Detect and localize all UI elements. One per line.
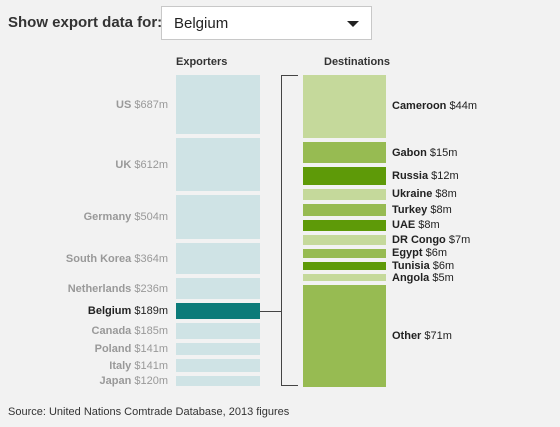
destination-value: $12m: [431, 170, 459, 183]
destination-value: $7m: [448, 234, 471, 246]
exporter-value: $236m: [134, 282, 168, 295]
destination-label-russia[interactable]: Russia $12m: [392, 170, 459, 182]
destination-bar-tunisia[interactable]: [303, 261, 386, 271]
bracket-top: [281, 75, 298, 76]
exporter-name: US: [116, 98, 132, 111]
exporter-label-netherlands[interactable]: Netherlands $236m: [68, 283, 168, 295]
destination-name: Egypt: [392, 247, 423, 260]
destination-label-egypt[interactable]: Egypt $6m: [392, 247, 447, 259]
destination-name: Turkey: [392, 203, 428, 216]
exporter-name: Italy: [109, 359, 132, 372]
destination-bar-angola[interactable]: [303, 274, 386, 282]
exporter-bar-us[interactable]: [176, 75, 260, 135]
destination-bar-egypt[interactable]: [303, 249, 386, 258]
exporter-name: Belgium: [87, 305, 132, 318]
exporter-label-us[interactable]: US $687m: [116, 99, 168, 111]
exporter-bar-germany[interactable]: [176, 195, 260, 239]
exporter-value: $120m: [134, 374, 168, 387]
exporter-name: Netherlands: [67, 282, 132, 295]
destination-label-turkey[interactable]: Turkey $8m: [392, 204, 452, 216]
exporter-value: $364m: [134, 252, 168, 265]
exporter-label-canada[interactable]: Canada $185m: [92, 325, 168, 337]
destination-name: Tunisia: [392, 259, 430, 272]
exporter-value: $612m: [134, 158, 168, 171]
destination-name: Other: [392, 330, 422, 343]
destination-value: $8m: [435, 188, 457, 201]
chevron-down-icon: [347, 21, 359, 27]
destination-value: $8m: [430, 203, 452, 216]
bracket-connector: [260, 311, 281, 312]
destination-label-other[interactable]: Other $71m: [392, 330, 452, 342]
destination-name: Angola: [392, 271, 430, 284]
source-note: Source: United Nations Comtrade Database…: [8, 406, 290, 418]
destination-label-tunisia[interactable]: Tunisia $6m: [392, 260, 454, 272]
exporter-label-poland[interactable]: Poland $141m: [95, 343, 168, 355]
destination-bar-uae[interactable]: [303, 219, 386, 231]
selected-country: Belgium: [174, 15, 229, 32]
destination-value: $15m: [429, 146, 458, 159]
destination-value: $8m: [418, 219, 440, 232]
destination-bar-turkey[interactable]: [303, 204, 386, 216]
exporter-label-south-korea[interactable]: South Korea $364m: [66, 253, 168, 265]
destination-name: Russia: [392, 170, 429, 183]
destination-label-gabon[interactable]: Gabon $15m: [392, 147, 457, 159]
destination-bar-cameroon[interactable]: [303, 75, 386, 138]
exporter-name: Japan: [99, 374, 132, 387]
exporter-value: $189m: [134, 305, 168, 318]
destination-value: $5m: [432, 271, 454, 284]
exporter-bar-belgium[interactable]: [176, 302, 260, 320]
country-select[interactable]: Belgium: [161, 6, 372, 40]
destination-label-cameroon[interactable]: Cameroon $44m: [392, 100, 477, 112]
exporter-bar-japan[interactable]: [176, 375, 260, 386]
exporter-label-germany[interactable]: Germany $504m: [84, 211, 168, 223]
exporter-label-italy[interactable]: Italy $141m: [109, 360, 168, 372]
destination-bar-gabon[interactable]: [303, 141, 386, 164]
destination-name: UAE: [392, 219, 416, 232]
destination-bar-ukraine[interactable]: [303, 188, 386, 201]
exporter-name: Poland: [94, 343, 132, 356]
destination-value: $44m: [449, 100, 477, 113]
exporter-value: $141m: [134, 359, 168, 372]
exporter-bar-uk[interactable]: [176, 138, 260, 192]
exporter-value: $185m: [134, 325, 168, 338]
destination-name: Gabon: [392, 146, 427, 159]
destination-label-angola[interactable]: Angola $5m: [392, 272, 454, 284]
destination-bar-dr-congo[interactable]: [303, 235, 386, 246]
exporter-bar-poland[interactable]: [176, 343, 260, 356]
destination-value: $6m: [425, 247, 448, 260]
destination-name: DR Congo: [392, 234, 446, 246]
exporter-bar-canada[interactable]: [176, 323, 260, 340]
exporter-value: $504m: [134, 211, 168, 224]
exporter-value: $687m: [134, 98, 168, 111]
exporter-value: $141m: [134, 343, 168, 356]
filter-label: Show export data for:: [8, 14, 163, 31]
destinations-header: Destinations: [324, 56, 391, 68]
exporter-label-belgium[interactable]: Belgium $189m: [88, 305, 168, 317]
exporter-bar-south-korea[interactable]: [176, 242, 260, 275]
exporter-name: South Korea: [65, 252, 132, 265]
destination-label-uae[interactable]: UAE $8m: [392, 219, 440, 231]
destination-bar-russia[interactable]: [303, 167, 386, 185]
destination-value: $6m: [432, 259, 455, 272]
exporter-name: Canada: [91, 325, 132, 338]
exporter-label-uk[interactable]: UK $612m: [115, 159, 168, 171]
exporter-bar-italy[interactable]: [176, 359, 260, 372]
destination-name: Ukraine: [392, 188, 433, 201]
bracket-line: [281, 75, 282, 386]
destination-bar-other[interactable]: [303, 285, 386, 387]
destination-value: $71m: [424, 330, 452, 343]
destination-name: Cameroon: [392, 100, 447, 113]
bracket-bottom: [281, 385, 298, 386]
destination-label-ukraine[interactable]: Ukraine $8m: [392, 188, 457, 200]
exporter-name: UK: [115, 158, 132, 171]
destination-label-dr-congo[interactable]: DR Congo $7m: [392, 234, 470, 246]
exporter-label-japan[interactable]: Japan $120m: [100, 375, 169, 387]
exporter-bar-netherlands[interactable]: [176, 278, 260, 299]
exporters-header: Exporters: [176, 56, 228, 68]
exporter-name: Germany: [83, 211, 132, 224]
